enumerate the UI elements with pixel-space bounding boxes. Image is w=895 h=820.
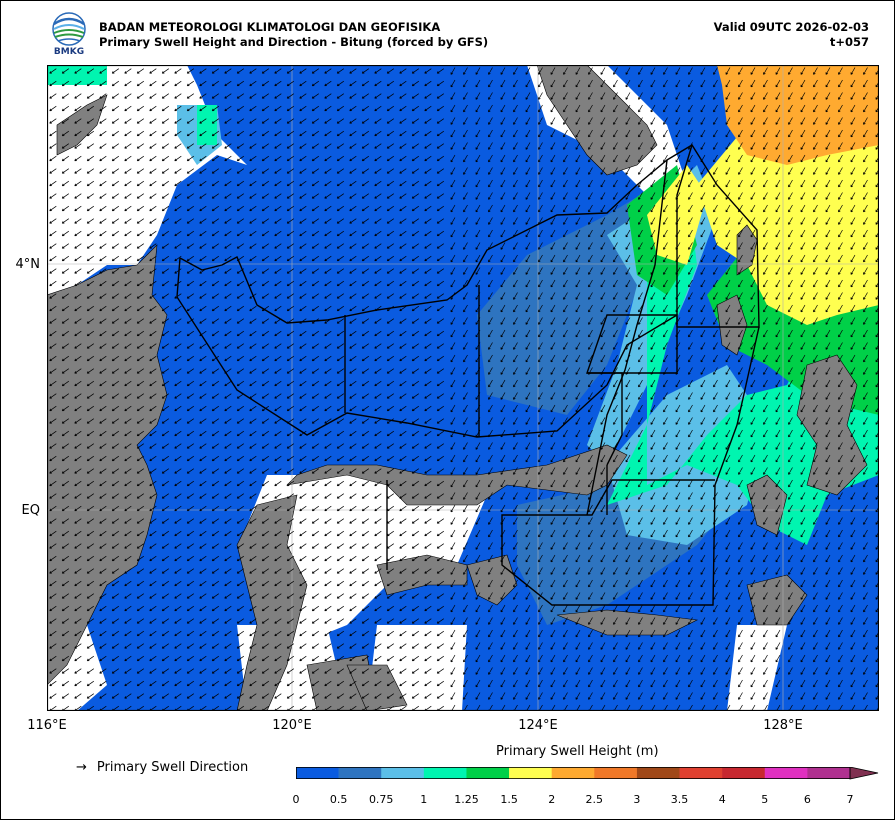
colorbar-segment	[764, 767, 808, 779]
colorbar-tick-label: 0.5	[329, 793, 348, 806]
lead-time: t+057	[829, 35, 869, 49]
direction-legend-label: Primary Swell Direction	[96, 760, 249, 775]
product-title: Primary Swell Height and Direction - Bit…	[99, 35, 489, 49]
lon-label-128e: 128°E	[763, 718, 803, 733]
forecast-zone-boundaries	[176, 144, 760, 606]
colorbar-tick-label: 7	[846, 793, 854, 806]
colorbar-segment	[551, 767, 595, 779]
colorbar-segment	[423, 767, 467, 779]
colorbar-segment	[722, 767, 766, 779]
colorbar-tick-label: 2	[548, 793, 556, 806]
arrow-icon: →	[76, 760, 87, 775]
lat-label-4n: 4°N	[15, 257, 41, 272]
colorbar-tick-label: 1.25	[454, 793, 479, 806]
colorbar-segment	[338, 767, 382, 779]
colorbar-segment	[381, 767, 425, 779]
bmkg-logo: BMKG	[52, 12, 86, 56]
graticule	[47, 65, 879, 711]
colorbar-tick-label: 3	[633, 793, 641, 806]
swell-direction-arrows	[49, 67, 879, 711]
colorbar-tick-label: 1	[420, 793, 428, 806]
header-right: Valid 09UTC 2026-02-03 t+057	[714, 20, 869, 50]
colorbar	[296, 767, 879, 780]
colorbar-title: Primary Swell Height (m)	[496, 744, 659, 759]
colorbar-tick-label: 0	[292, 793, 300, 806]
colorbar-tick-label: 6	[803, 793, 811, 806]
map-border	[47, 65, 879, 711]
colorbar-tick-label: 4	[718, 793, 726, 806]
logo-text: BMKG	[54, 47, 84, 56]
valid-time: Valid 09UTC 2026-02-03	[713, 20, 869, 34]
lon-label-124e: 124°E	[518, 718, 558, 733]
agency-title: BADAN METEOROLOGI KLIMATOLOGI DAN GEOFIS…	[99, 20, 441, 34]
lon-label-120e: 120°E	[272, 718, 312, 733]
colorbar-tick-label: 3.5	[670, 793, 689, 806]
colorbar-extension	[849, 767, 879, 780]
colorbar-segment	[296, 767, 339, 779]
colorbar-tick-label: 2.5	[585, 793, 604, 806]
colorbar-tick-label: 1.5	[500, 793, 518, 806]
colorbar-segment	[636, 767, 680, 779]
header-left: BADAN METEOROLOGI KLIMATOLOGI DAN GEOFIS…	[99, 20, 488, 50]
swell-map	[47, 65, 879, 711]
colorbar-tick-label: 5	[761, 793, 769, 806]
colorbar-segment	[466, 767, 510, 779]
direction-legend: → Primary Swell Direction	[76, 760, 248, 775]
lon-label-116e: 116°E	[27, 718, 67, 733]
colorbar-tick-label: 0.75	[368, 793, 394, 806]
colorbar-segment	[594, 767, 638, 779]
colorbar-segment	[679, 767, 723, 779]
lat-label-eq: EQ	[21, 503, 40, 518]
colorbar-segment	[807, 767, 851, 779]
colorbar-segment	[509, 767, 552, 779]
